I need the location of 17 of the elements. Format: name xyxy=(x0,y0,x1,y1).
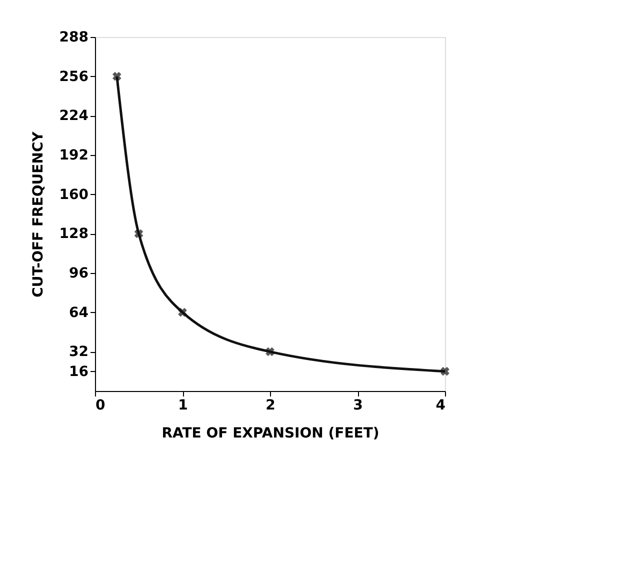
y-tick-label: 288 xyxy=(59,30,88,46)
y-tick-label: 160 xyxy=(59,186,89,203)
y-axis-title: CUT-OFF FREQUENCY xyxy=(30,130,46,298)
x-tick-label: 0 xyxy=(96,398,106,414)
y-tick-label: 16 xyxy=(69,364,88,380)
x-tick-label: 2 xyxy=(266,398,276,414)
y-tick-label: 128 xyxy=(59,226,88,242)
y-tick-label: 224 xyxy=(59,108,89,124)
x-tick-label: 4 xyxy=(436,398,446,414)
y-tick-label: 64 xyxy=(69,304,89,321)
y-tick-label: 32 xyxy=(69,344,88,360)
x-tick-label: 1 xyxy=(178,398,188,414)
y-tick-label: 192 xyxy=(59,148,88,164)
x-axis-title: RATE OF EXPANSION (FEET) xyxy=(162,426,380,442)
x-tick-label: 3 xyxy=(353,398,363,414)
y-tick-label: 96 xyxy=(69,266,88,282)
y-tick-label: 256 xyxy=(59,68,88,85)
